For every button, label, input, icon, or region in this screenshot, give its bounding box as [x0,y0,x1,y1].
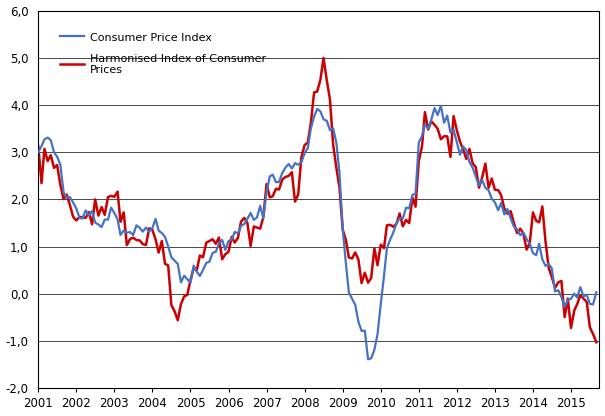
Line: Consumer Price Index: Consumer Price Index [38,106,597,359]
Line: Harmonised Index of Consumer
Prices: Harmonised Index of Consumer Prices [38,58,597,342]
Legend: Consumer Price Index, Harmonised Index of Consumer
Prices: Consumer Price Index, Harmonised Index o… [55,27,270,80]
